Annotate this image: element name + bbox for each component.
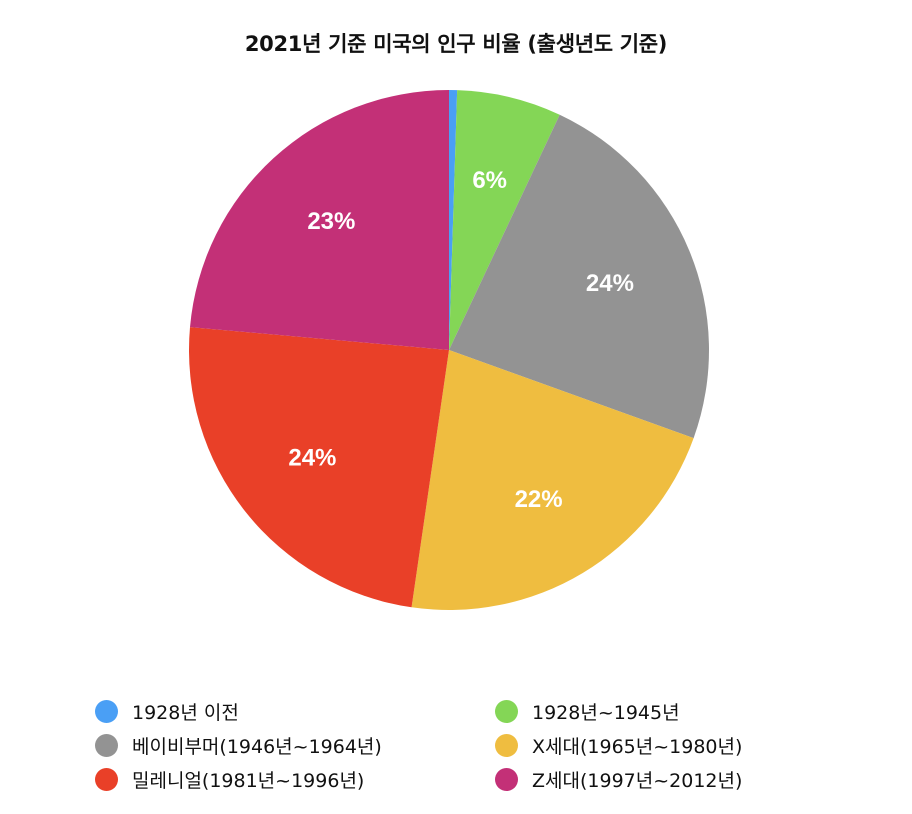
slice-label-3: 22% [515, 486, 563, 513]
legend-item-4: 밀레니얼(1981년~1996년) [95, 765, 495, 793]
slice-label-5: 23% [307, 208, 355, 235]
legend-item-2: 베이비부머(1946년~1964년) [95, 731, 495, 759]
legend-label-3: X세대(1965년~1980년) [532, 735, 743, 758]
pie-slice-2 [449, 114, 710, 439]
legend-swatch-1 [495, 699, 518, 723]
legend-swatch-0 [95, 699, 118, 723]
pie-slice-5 [190, 90, 450, 350]
pie-slice-3 [411, 350, 694, 611]
slice-label-2: 24% [586, 270, 634, 297]
legend-item-1: 1928년~1945년 [495, 697, 815, 725]
legend-label-4: 밀레니얼(1981년~1996년) [132, 769, 365, 792]
chart-title: 2021년 기준 미국의 인구 비율 (출생년도 기준) [244, 32, 668, 56]
legend-swatch-3 [495, 733, 518, 757]
legend-item-3: X세대(1965년~1980년) [495, 731, 815, 759]
legend-label-5: Z세대(1997년~2012년) [532, 769, 743, 792]
legend-swatch-2 [95, 733, 118, 757]
pie-slice-0 [449, 90, 458, 350]
pie-slice-4 [189, 327, 449, 608]
legend-label-1: 1928년~1945년 [532, 701, 680, 724]
legend-item-5: Z세대(1997년~2012년) [495, 765, 815, 793]
legend-swatch-5 [495, 767, 518, 791]
legend-swatch-4 [95, 767, 118, 791]
slice-label-4: 24% [288, 445, 336, 472]
legend-item-0: 1928년 이전 [95, 697, 495, 725]
legend-label-2: 베이비부머(1946년~1964년) [132, 735, 382, 758]
pie-chart: 6% 24% 22% 24% 23% [189, 90, 710, 611]
pie-slice-1 [449, 90, 560, 350]
slice-label-1: 6% [472, 167, 507, 194]
legend-label-0: 1928년 이전 [132, 701, 239, 724]
